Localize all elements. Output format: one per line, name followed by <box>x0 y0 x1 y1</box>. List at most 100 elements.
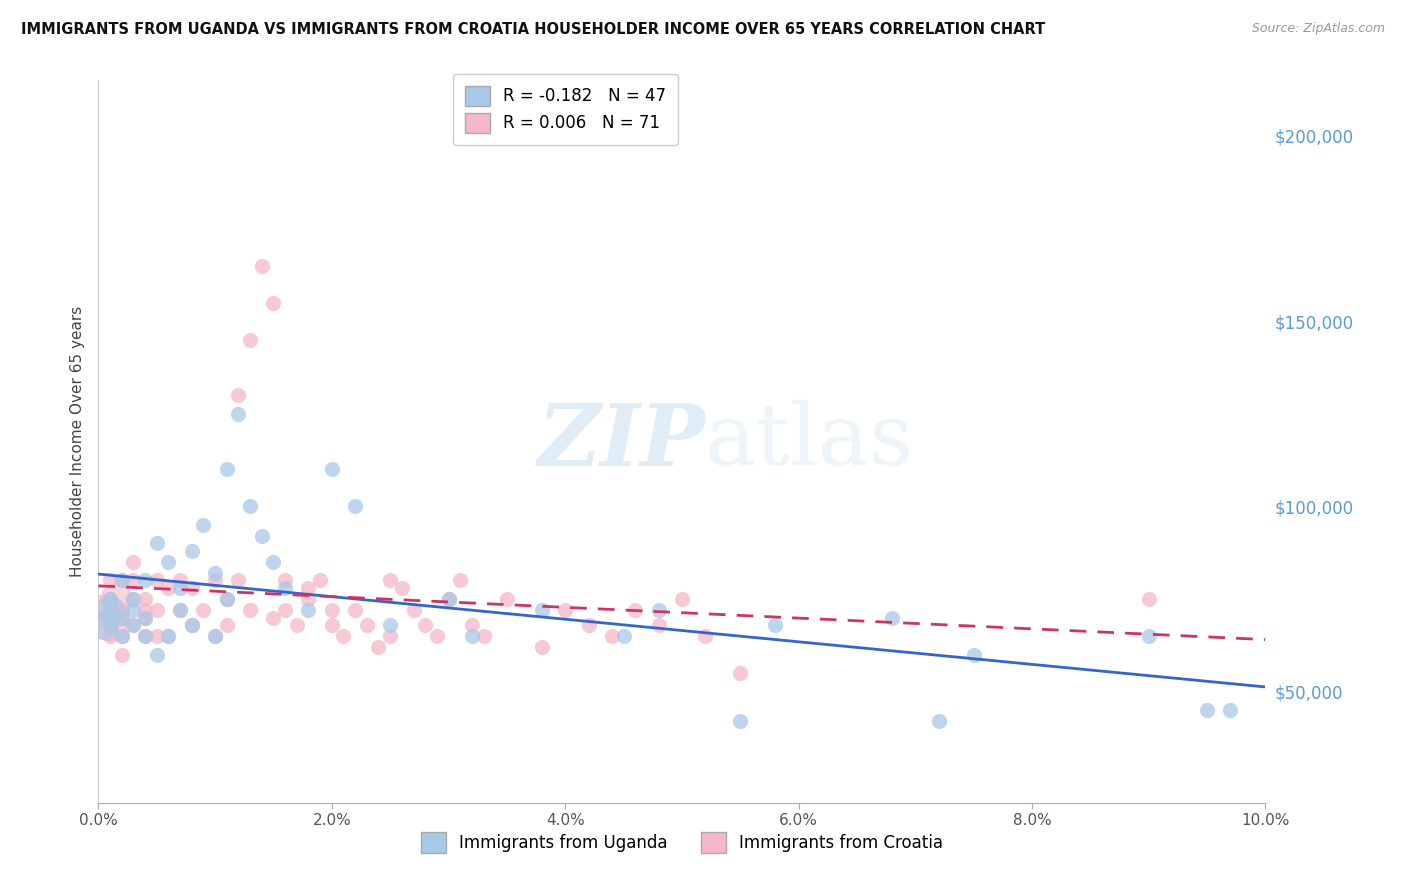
Point <box>157 629 180 643</box>
Point <box>391 581 413 595</box>
Point <box>98 574 121 588</box>
Point <box>180 618 202 632</box>
Point <box>461 629 484 643</box>
Point <box>111 574 134 588</box>
Point <box>321 618 343 632</box>
Point <box>262 555 284 569</box>
Point <box>111 610 134 624</box>
Point <box>437 592 460 607</box>
Point <box>344 603 367 617</box>
Point <box>530 603 553 617</box>
Point <box>1137 629 1160 643</box>
Point <box>647 618 669 632</box>
Point <box>671 592 693 607</box>
Point <box>122 555 145 569</box>
Point <box>180 544 202 558</box>
Point <box>695 629 717 643</box>
Point <box>98 618 121 632</box>
Point <box>554 603 576 617</box>
Point <box>122 592 145 607</box>
Point <box>239 603 262 617</box>
Point <box>111 610 134 624</box>
Point <box>344 500 367 514</box>
Point <box>321 603 343 617</box>
Point <box>880 610 903 624</box>
Point <box>380 618 402 632</box>
Point <box>98 618 121 632</box>
Point <box>98 592 121 607</box>
Point <box>104 592 127 607</box>
Point <box>413 618 436 632</box>
Point <box>204 629 226 643</box>
Point <box>250 529 273 543</box>
Point <box>134 629 156 643</box>
Point <box>647 603 669 617</box>
Point <box>169 603 191 617</box>
Point <box>134 592 156 607</box>
Point <box>134 610 156 624</box>
Point <box>215 592 238 607</box>
Point <box>624 603 647 617</box>
Point <box>367 640 389 655</box>
Point <box>612 629 634 643</box>
Point <box>356 618 378 632</box>
Point <box>426 629 449 643</box>
Point <box>111 629 134 643</box>
Point <box>146 574 169 588</box>
Point <box>122 603 145 617</box>
Legend: Immigrants from Uganda, Immigrants from Croatia: Immigrants from Uganda, Immigrants from … <box>413 826 950 860</box>
Point <box>93 603 115 617</box>
Point <box>274 574 297 588</box>
Point <box>928 714 950 729</box>
Point <box>321 462 343 476</box>
Point <box>215 592 238 607</box>
Point <box>332 629 354 643</box>
Point <box>274 581 297 595</box>
Point <box>204 566 226 580</box>
Point <box>169 603 191 617</box>
Point <box>600 629 623 643</box>
Point <box>228 574 250 588</box>
Point <box>157 629 180 643</box>
Point <box>239 500 262 514</box>
Point <box>461 618 484 632</box>
Point <box>146 536 169 550</box>
Point <box>763 618 786 632</box>
Text: ZIP: ZIP <box>537 400 706 483</box>
Point <box>111 574 134 588</box>
Point <box>193 603 215 617</box>
Point <box>204 629 226 643</box>
Point <box>146 603 169 617</box>
Point <box>1195 703 1218 717</box>
Point <box>274 603 297 617</box>
Point <box>380 629 402 643</box>
Text: Source: ZipAtlas.com: Source: ZipAtlas.com <box>1251 22 1385 36</box>
Point <box>111 603 134 617</box>
Point <box>111 648 134 662</box>
Point <box>193 517 215 532</box>
Point <box>262 610 284 624</box>
Point <box>215 462 238 476</box>
Text: IMMIGRANTS FROM UGANDA VS IMMIGRANTS FROM CROATIA HOUSEHOLDER INCOME OVER 65 YEA: IMMIGRANTS FROM UGANDA VS IMMIGRANTS FRO… <box>21 22 1045 37</box>
Point <box>111 629 134 643</box>
Point <box>228 388 250 402</box>
Point <box>134 574 156 588</box>
Point <box>180 581 202 595</box>
Point <box>437 592 460 607</box>
Point <box>146 629 169 643</box>
Point <box>215 618 238 632</box>
Point <box>169 574 191 588</box>
Point <box>962 648 984 662</box>
Point <box>239 333 262 347</box>
Point <box>98 592 121 607</box>
Point <box>297 581 319 595</box>
Point <box>1219 703 1241 717</box>
Point <box>402 603 425 617</box>
Point <box>730 714 752 729</box>
Y-axis label: Householder Income Over 65 years: Householder Income Over 65 years <box>69 306 84 577</box>
Point <box>180 618 202 632</box>
Point <box>204 574 226 588</box>
Point <box>449 574 471 588</box>
Point <box>98 603 121 617</box>
Point <box>157 555 180 569</box>
